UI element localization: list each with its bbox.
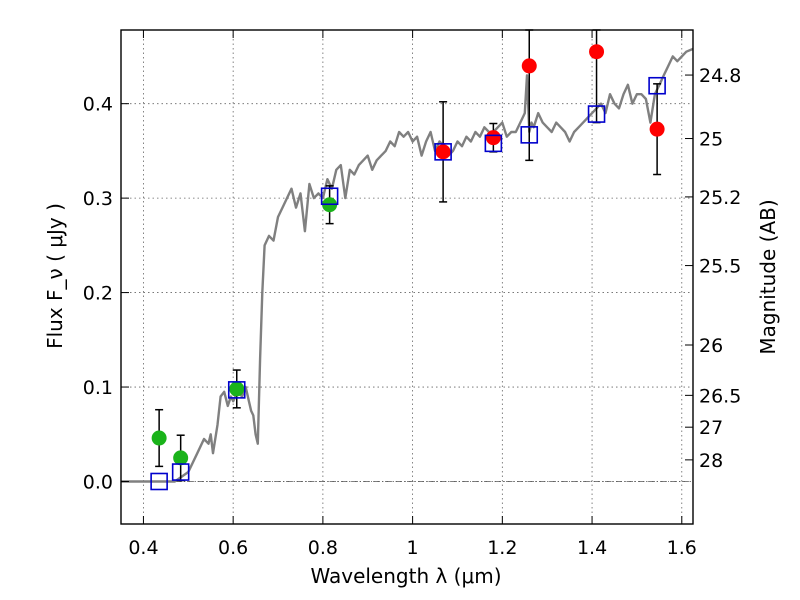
y-axis-label: Flux F_ν ( μJy ) (43, 203, 67, 349)
red-data-point (521, 58, 537, 74)
model-photometry-square (484, 134, 503, 153)
model-photometry-square (171, 463, 190, 481)
mag-tick-label: 26 (699, 335, 723, 357)
mag-tick-label: 25.5 (699, 256, 741, 278)
model-photometry-square (150, 472, 168, 491)
red-data-point (649, 121, 665, 137)
mag-tick-label: 26.5 (699, 385, 741, 407)
red-data-point (435, 144, 451, 160)
marker-layer (150, 44, 666, 491)
green-data-point (229, 381, 245, 397)
y-tick-label: 0.3 (83, 188, 113, 210)
x-tick-label: 1.6 (667, 537, 697, 559)
model-spectrum-layer (121, 47, 694, 483)
mag-tick-label: 27 (699, 417, 723, 439)
model-photometry-square (434, 143, 452, 161)
mag-tick-label: 25 (699, 129, 723, 151)
y-tick-label: 0.2 (83, 283, 113, 305)
mag-tick-label: 28 (699, 450, 723, 472)
mag-tick-label: 25.2 (699, 187, 741, 209)
y-tick-label: 0.4 (83, 94, 113, 116)
model-photometry-square (587, 105, 606, 123)
y-tick-label: 0.1 (83, 377, 113, 399)
model-photometry-square (648, 76, 666, 95)
x-tick-label: 1.4 (577, 537, 607, 559)
green-data-point (173, 450, 189, 466)
x-tick-label: 0.4 (128, 537, 158, 559)
x-axis-label: Wavelength λ (μm) (310, 564, 501, 588)
plot-frame (120, 29, 694, 525)
x-tick-label: 0.8 (308, 537, 338, 559)
green-data-point (151, 430, 167, 446)
red-data-point (589, 44, 605, 60)
tick-layer: 0.4 0.6 0.8 1 1.2 1.4 1.6 0.0 0.1 0.2 0.3 0.4 24.8 25… (83, 30, 741, 559)
model-photometry-square (320, 187, 339, 206)
mag-tick-label: 24.8 (699, 65, 741, 87)
y2-axis-label: Magnitude (AB) (756, 199, 780, 354)
model-photometry-square (520, 126, 539, 144)
model-spectrum-line (121, 47, 694, 483)
x-tick-label: 1 (407, 537, 419, 559)
red-data-point (485, 130, 501, 146)
y-tick-label: 0.0 (83, 471, 113, 493)
x-tick-label: 1.2 (487, 537, 517, 559)
x-tick-label: 0.6 (218, 537, 248, 559)
model-photometry-square (227, 381, 246, 399)
errorbar-layer (155, 29, 662, 482)
